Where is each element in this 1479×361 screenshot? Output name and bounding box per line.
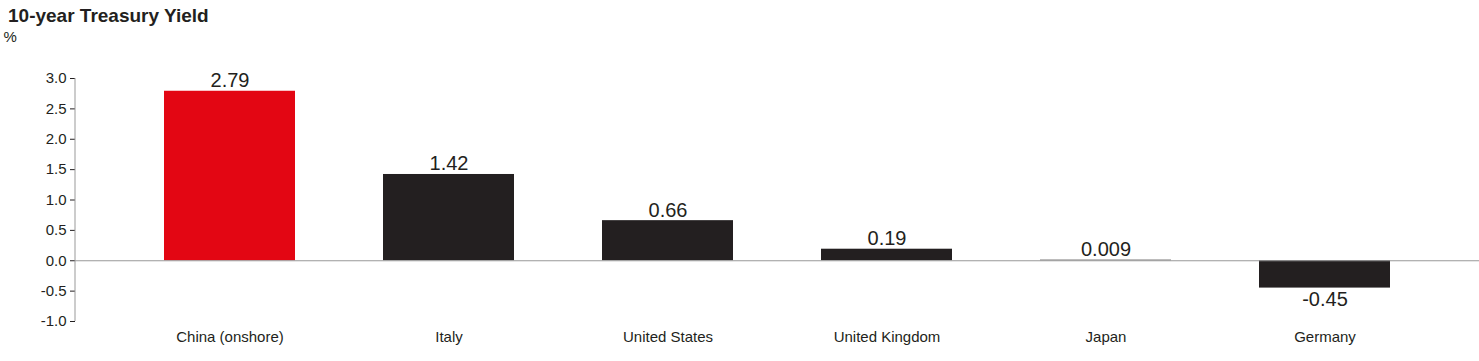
svg-text:United States: United States [623, 328, 713, 345]
svg-text:1.0: 1.0 [46, 191, 67, 208]
svg-text:1.42: 1.42 [430, 152, 469, 174]
svg-text:1.5: 1.5 [46, 160, 67, 177]
svg-text:0.0: 0.0 [46, 252, 67, 269]
svg-text:3.0: 3.0 [46, 69, 67, 86]
svg-text:Germany: Germany [1294, 328, 1356, 345]
svg-text:-0.45: -0.45 [1302, 288, 1348, 310]
svg-text:2.0: 2.0 [46, 130, 67, 147]
svg-text:0.5: 0.5 [46, 221, 67, 238]
svg-text:0.66: 0.66 [649, 199, 688, 221]
svg-text:China (onshore): China (onshore) [176, 328, 284, 345]
svg-text:Italy: Italy [435, 328, 463, 345]
svg-text:-1.0: -1.0 [41, 312, 67, 329]
svg-text:2.5: 2.5 [46, 100, 67, 117]
svg-text:Japan: Japan [1086, 328, 1127, 345]
svg-text:2.79: 2.79 [211, 69, 250, 91]
svg-text:0.19: 0.19 [868, 227, 907, 249]
svg-text:United Kingdom: United Kingdom [834, 328, 941, 345]
svg-text:0.009: 0.009 [1081, 238, 1131, 260]
svg-text:-0.5: -0.5 [41, 282, 67, 299]
svg-text:%: % [4, 28, 17, 45]
html-text:10-year Treasury Yield: 10-year Treasury Yield [8, 5, 209, 26]
